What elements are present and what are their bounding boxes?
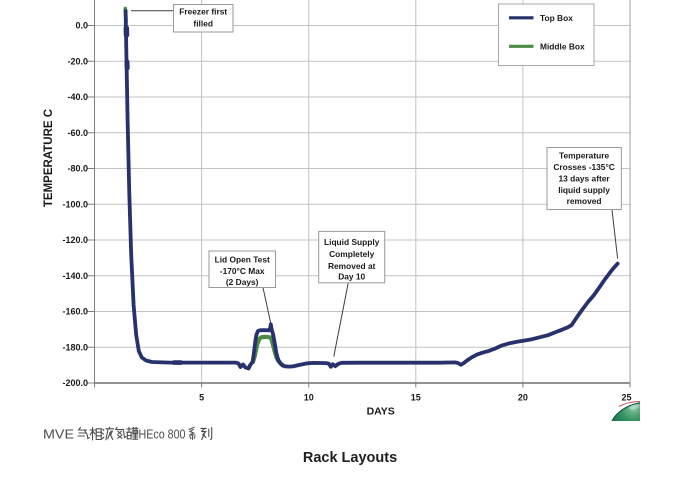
svg-text:Freezer first: Freezer first [179, 7, 227, 17]
svg-text:15: 15 [411, 393, 421, 403]
svg-text:-40.0: -40.0 [67, 92, 88, 102]
svg-text:Top Box: Top Box [540, 13, 573, 23]
svg-text:Liquid Supply: Liquid Supply [324, 237, 380, 247]
svg-text:Temperature: Temperature [559, 151, 609, 161]
svg-text:10: 10 [304, 393, 314, 403]
svg-text:filled: filled [193, 19, 213, 29]
svg-text:13 days after: 13 days after [558, 174, 610, 184]
svg-text:HEco 800: HEco 800 [139, 428, 186, 442]
svg-text:DAYS: DAYS [367, 406, 395, 418]
svg-text:-100.0: -100.0 [62, 199, 88, 209]
svg-text:-80.0: -80.0 [67, 164, 88, 174]
svg-text:Crosses -135°C: Crosses -135°C [553, 162, 615, 172]
svg-text:-170°C Max: -170°C Max [220, 266, 265, 276]
svg-text:-200.0: -200.0 [62, 378, 88, 388]
svg-text:-140.0: -140.0 [62, 271, 88, 281]
svg-text:(2 Days): (2 Days) [226, 277, 259, 287]
svg-text:-20.0: -20.0 [67, 56, 88, 66]
svg-text:20: 20 [518, 393, 528, 403]
svg-text:MVE: MVE [43, 428, 74, 442]
svg-text:Removed at: Removed at [328, 261, 376, 271]
svg-text:-120.0: -120.0 [62, 235, 88, 245]
svg-text:liquid supply: liquid supply [558, 185, 610, 195]
svg-text:Rack Layouts: Rack Layouts [303, 450, 397, 466]
svg-text:TEMPERATURE C: TEMPERATURE C [43, 109, 55, 207]
svg-text:removed: removed [567, 196, 602, 206]
svg-text:-60.0: -60.0 [67, 128, 88, 138]
svg-text:25: 25 [621, 393, 631, 403]
svg-text:Completely: Completely [329, 249, 374, 259]
svg-text:-160.0: -160.0 [62, 307, 88, 317]
svg-text:0.0: 0.0 [75, 21, 88, 31]
svg-text:5: 5 [199, 393, 204, 403]
svg-text:Middle Box: Middle Box [540, 41, 585, 51]
svg-text:-180.0: -180.0 [62, 342, 88, 352]
svg-text:Day 10: Day 10 [338, 272, 365, 282]
svg-text:Lid Open Test: Lid Open Test [215, 255, 270, 265]
